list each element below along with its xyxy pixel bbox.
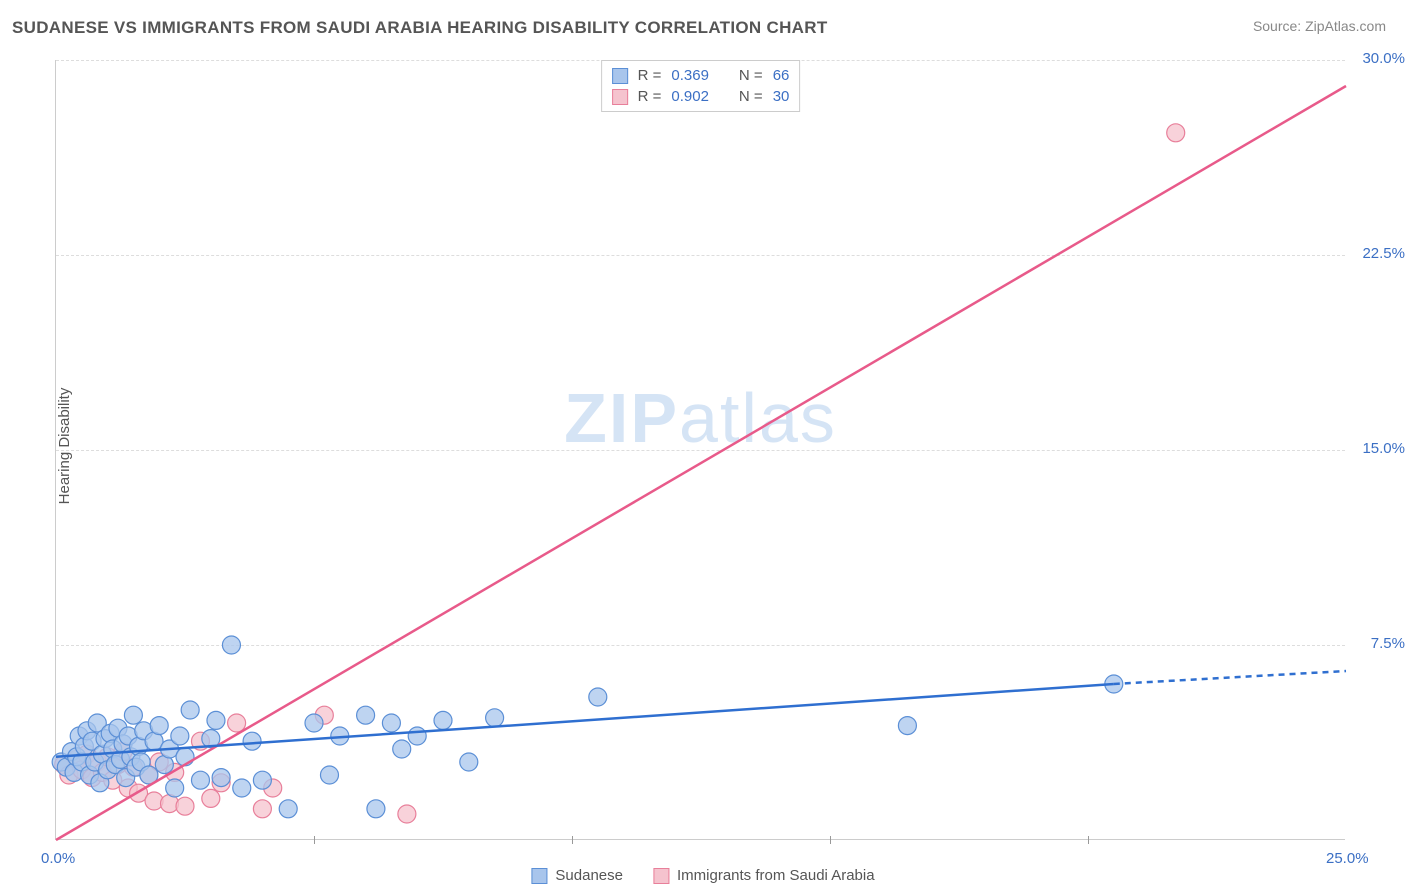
stats-legend: R = 0.369 N = 66 R = 0.902 N = 30 — [601, 60, 801, 112]
r-label-2: R = — [638, 88, 662, 105]
r-value-2: 0.902 — [671, 88, 709, 105]
r-label-1: R = — [638, 67, 662, 84]
legend-swatch-pink — [612, 89, 628, 105]
chart-title: SUDANESE VS IMMIGRANTS FROM SAUDI ARABIA… — [12, 18, 828, 38]
n-label-2: N = — [739, 88, 763, 105]
legend-swatch-blue — [612, 68, 628, 84]
chart-container: SUDANESE VS IMMIGRANTS FROM SAUDI ARABIA… — [0, 0, 1406, 892]
legend-item-saudi: Immigrants from Saudi Arabia — [653, 867, 875, 884]
scatter-plot-svg — [56, 60, 1345, 839]
legend-label-sudanese: Sudanese — [555, 867, 623, 884]
n-label-1: N = — [739, 67, 763, 84]
stats-row-1: R = 0.369 N = 66 — [612, 65, 790, 86]
source-label: Source: ZipAtlas.com — [1253, 18, 1386, 34]
legend-item-sudanese: Sudanese — [531, 867, 623, 884]
n-value-2: 30 — [773, 88, 790, 105]
legend-swatch-blue-icon — [531, 868, 547, 884]
stats-row-2: R = 0.902 N = 30 — [612, 86, 790, 107]
r-value-1: 0.369 — [671, 67, 709, 84]
legend-label-saudi: Immigrants from Saudi Arabia — [677, 867, 875, 884]
legend-swatch-pink-icon — [653, 868, 669, 884]
bottom-legend: Sudanese Immigrants from Saudi Arabia — [531, 867, 874, 884]
plot-area: ZIPatlas R = 0.369 N = 66 R = 0.902 N = … — [55, 60, 1345, 840]
n-value-1: 66 — [773, 67, 790, 84]
